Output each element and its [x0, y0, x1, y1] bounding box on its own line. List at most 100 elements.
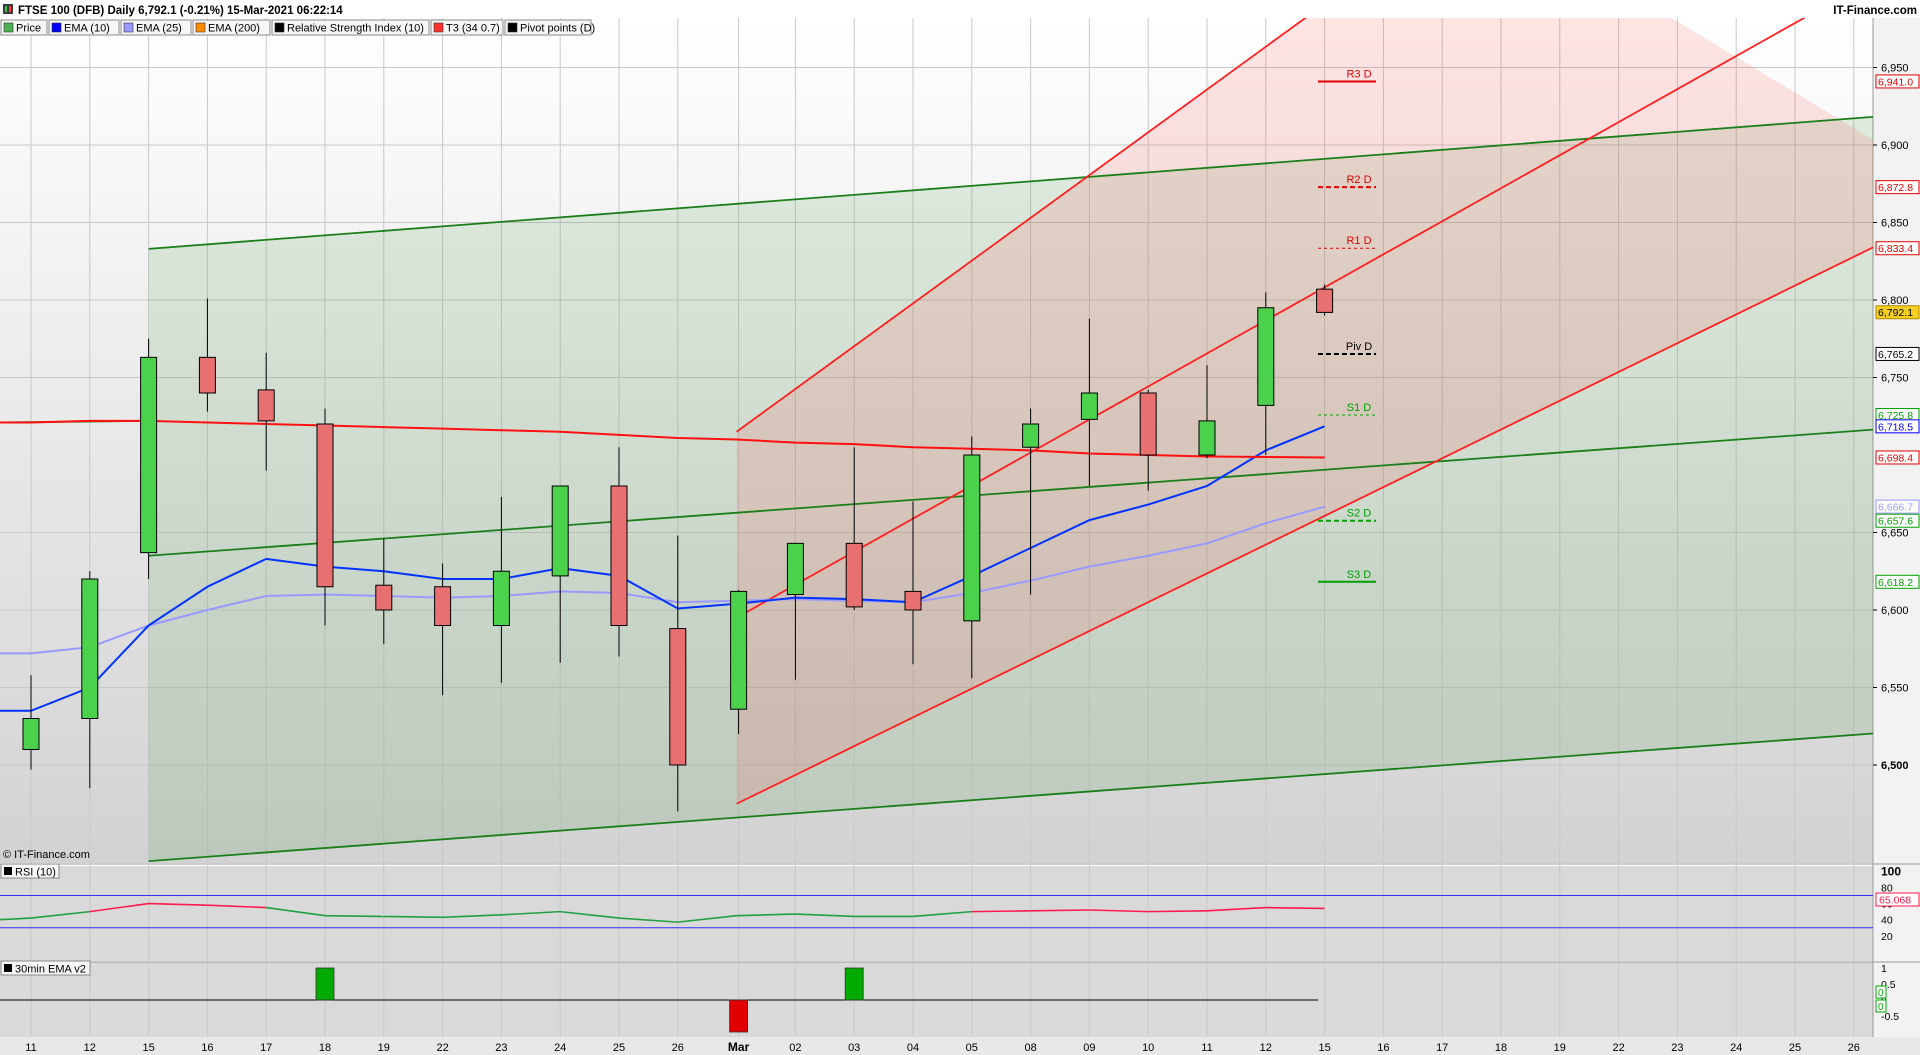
legend-swatch [195, 22, 206, 33]
ema-v2-bar [844, 967, 864, 1001]
green-channel-lower [148, 732, 1873, 862]
main-pane-bg [0, 18, 1873, 863]
rsi-line-segment [148, 902, 208, 906]
rsi-line-segment [1265, 906, 1325, 910]
rsi-line-segment [1089, 909, 1149, 913]
rsi-line-segment [912, 910, 972, 918]
legend-swatch [433, 22, 444, 33]
rsi-line-segment [501, 910, 561, 916]
date-tick-label: 17 [260, 1042, 272, 1054]
price-tick-label: 6,500 [1881, 760, 1909, 772]
candle-body [492, 570, 510, 626]
price-tag-label: 6,618.2 [1878, 577, 1913, 589]
legend-swatch [274, 22, 285, 33]
date-tick-label: 11 [25, 1042, 36, 1054]
candle-body [434, 586, 452, 626]
rsi-line-segment [89, 902, 149, 913]
green-channel-upper [148, 115, 1873, 250]
rsi-tick-label: 100 [1881, 864, 1901, 878]
price-tick-label: 6,600 [1881, 605, 1909, 617]
title-bar [0, 0, 1920, 18]
copyright-label: © IT-Finance.com [3, 849, 90, 861]
date-axis: 11 12 15 16 17 18 19 22 23 24 25 26 Mar 02 03 04 05 08 09 1… [25, 1040, 1860, 1054]
rsi-pane: RSI (10)1008060402065.068 [0, 863, 1920, 943]
rsi-line-segment [324, 914, 384, 918]
rsi-line-segment [30, 910, 90, 919]
date-tick-label: 22 [1612, 1042, 1624, 1054]
candle-body [81, 578, 99, 719]
ema-v2-bar [315, 967, 335, 1001]
legend-label: EMA (200) [208, 23, 260, 35]
price-tag-box [1875, 513, 1920, 528]
date-tick-label: Mar [728, 1040, 750, 1054]
ema-v2-tick-label: -0.5 [1881, 1011, 1899, 1023]
ema-v2-legend-swatch [4, 964, 12, 972]
candle-body [22, 718, 40, 750]
ema-v2-side-label: 0 [1878, 1002, 1884, 1013]
rsi-line-segment [795, 913, 855, 918]
price-tag-box [1875, 499, 1920, 514]
date-tick-label: 26 [1848, 1042, 1860, 1054]
rsi-line-segment [560, 910, 620, 919]
legend-swatch [123, 22, 134, 33]
price-tag-box [1875, 180, 1920, 195]
date-tick-label: 24 [1730, 1042, 1742, 1054]
candle-body [140, 356, 158, 554]
pivot-label: S1 D [1347, 402, 1372, 414]
candle-body [1316, 288, 1334, 313]
date-tick-label: 17 [1436, 1042, 1448, 1054]
date-tick-label: 04 [907, 1042, 919, 1054]
rsi-legend-swatch [4, 867, 12, 875]
date-tick-label: 03 [848, 1042, 860, 1054]
app-icon-bar [5, 6, 7, 12]
price-tag-box [1875, 74, 1920, 89]
date-tick-label: 22 [436, 1042, 448, 1054]
rsi-line-segment [1030, 909, 1090, 912]
rsi-legend-box [0, 863, 60, 879]
rsi-line-segment [618, 917, 678, 923]
date-tick-label: 25 [1789, 1042, 1801, 1054]
red-channel-fill [736, 18, 1873, 804]
candle-body [1022, 423, 1040, 448]
candle-body [730, 590, 748, 710]
rsi-line-segment [383, 915, 443, 919]
rsi-title: RSI (10) [15, 867, 56, 879]
legend-label: EMA (10) [64, 23, 110, 35]
price-tick-label: 6,650 [1881, 528, 1909, 540]
red-channel-lower [736, 246, 1873, 805]
price-tag-label: 6,666.7 [1878, 502, 1913, 514]
candle-body [904, 590, 922, 611]
price-tag-box [1875, 346, 1920, 361]
date-tick-label: 16 [1377, 1042, 1389, 1054]
date-tick-label: 09 [1083, 1042, 1095, 1054]
candle-body [845, 542, 863, 608]
ema-v2-side-box [1875, 985, 1887, 999]
ema-v2-tick-label: 1 [1881, 963, 1887, 975]
date-tick-label: 16 [201, 1042, 213, 1054]
candle-body [1139, 392, 1157, 456]
rsi-line-segment [0, 917, 32, 921]
price-tag-label: 6,792.1 [1878, 307, 1913, 319]
price-tag-label: 6,657.6 [1878, 516, 1913, 528]
app-icon [3, 4, 13, 14]
rsi-last-label: 65.068 [1879, 895, 1911, 907]
price-tag-label: 6,765.2 [1878, 349, 1913, 361]
date-tick-label: 19 [378, 1042, 390, 1054]
pivot-label: R1 D [1346, 235, 1371, 247]
ema-v2-side-label: 0 [1878, 988, 1884, 999]
legend-label: Relative Strength Index (10) [287, 23, 424, 35]
date-tick-label: 24 [554, 1042, 566, 1054]
legend-swatch [507, 22, 518, 33]
legend-label: Pivot points (D) [520, 23, 595, 35]
date-tick-label: 23 [495, 1042, 507, 1054]
price-tag-box [1875, 574, 1920, 589]
candle-body [786, 542, 804, 595]
candle-body [198, 356, 216, 394]
t3-line [0, 419, 1325, 459]
date-tick-label: 26 [672, 1042, 684, 1054]
price-tag-box [1875, 419, 1920, 434]
date-tick-label: 18 [319, 1042, 331, 1054]
price-tick-label: 6,750 [1881, 373, 1909, 385]
rsi-line-segment [1206, 906, 1266, 912]
